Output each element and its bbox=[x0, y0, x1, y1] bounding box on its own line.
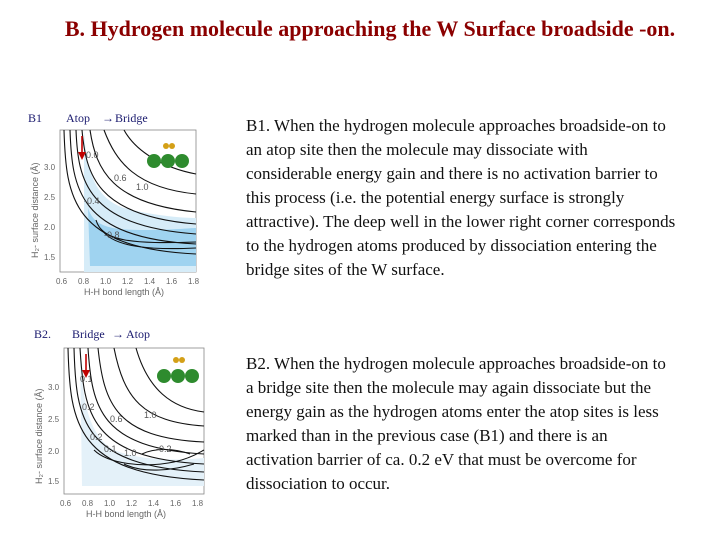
b1-xtick: 1.4 bbox=[144, 277, 156, 286]
b1-contour-label: -0.8 bbox=[104, 230, 120, 240]
b1-surface-atoms bbox=[147, 143, 189, 168]
b2-xtick: 1.6 bbox=[170, 499, 182, 508]
b2-approach-arrowhead bbox=[82, 370, 90, 378]
b1-xtick: 0.6 bbox=[56, 277, 68, 286]
b2-well-light bbox=[80, 348, 204, 486]
b2-contour-label: 1.0 bbox=[144, 410, 157, 420]
b2-tag: B2. bbox=[34, 327, 51, 341]
b2-surface-atoms bbox=[157, 357, 199, 383]
b2-ylabel: H₂- surface distance (Å) bbox=[34, 388, 44, 484]
b2-xtick: 1.2 bbox=[126, 499, 138, 508]
b2-xtick: 1.4 bbox=[148, 499, 160, 508]
b1-xtick: 1.0 bbox=[100, 277, 112, 286]
b2-xtick: 1.8 bbox=[192, 499, 204, 508]
b1-from: Atop bbox=[66, 111, 90, 125]
b1-xtick: 1.2 bbox=[122, 277, 134, 286]
b1-to: Bridge bbox=[115, 111, 148, 125]
b1-contour-label: 0.0 bbox=[86, 150, 99, 160]
b1-tag: B1 bbox=[28, 111, 42, 125]
b1-contour-label: -0.4 bbox=[84, 196, 100, 206]
b2-xtick: 0.8 bbox=[82, 499, 94, 508]
b2-contour-label: -0.2 bbox=[156, 444, 172, 454]
b1-ytick: 2.5 bbox=[44, 193, 56, 202]
b2-contour-label: 0.2 bbox=[90, 432, 103, 442]
page-title: B. Hydrogen molecule approaching the W S… bbox=[64, 16, 676, 41]
b1-xtick: 0.8 bbox=[78, 277, 90, 286]
b2-ytick: 1.5 bbox=[48, 477, 60, 486]
b1-ytick: 2.0 bbox=[44, 223, 56, 232]
b2-contours bbox=[67, 347, 205, 481]
b1-ytick: 1.5 bbox=[44, 253, 56, 262]
b2-contour-label: 0.6 bbox=[110, 414, 123, 424]
b2-arrow: → bbox=[112, 327, 124, 341]
b2-xtick: 1.0 bbox=[104, 499, 116, 508]
paragraph-b1: B1. When the hydrogen molecule approache… bbox=[246, 116, 676, 279]
b1-arrow: → bbox=[102, 111, 114, 125]
figure-b2: B2. Bridge → Atop 0.1 0.2 0.6 1.0 0.2 0.… bbox=[24, 324, 224, 520]
b2-ytick: 3.0 bbox=[48, 383, 60, 392]
b2-ytick: 2.0 bbox=[48, 447, 60, 456]
b2-to: Atop bbox=[126, 327, 150, 341]
b1-xlabel: H-H bond length (Å) bbox=[84, 287, 164, 297]
b2-contour-label: 1.0 bbox=[124, 448, 137, 458]
paragraph-b2: B2. When the hydrogen molecule approache… bbox=[246, 354, 666, 493]
b2-xlabel: H-H bond length (Å) bbox=[86, 509, 166, 519]
b2-contour-label: 0.1 bbox=[104, 444, 117, 454]
b2-ytick: 2.5 bbox=[48, 415, 60, 424]
pes-plot-b2: B2. Bridge → Atop 0.1 0.2 0.6 1.0 0.2 0.… bbox=[34, 327, 205, 519]
pes-plot-b1: B1 Atop → Bridge 0.0 0.6 1.0 -0.4 -0.8 bbox=[28, 111, 200, 297]
b1-ylabel: H₂- surface distance (Å) bbox=[30, 162, 40, 258]
b1-xtick: 1.8 bbox=[188, 277, 200, 286]
figure-b1: B1 Atop → Bridge 0.0 0.6 1.0 -0.4 -0.8 bbox=[24, 108, 224, 298]
b1-contour-label: 0.6 bbox=[114, 173, 127, 183]
b1-contour-label: 1.0 bbox=[136, 182, 149, 192]
b2-xtick: 0.6 bbox=[60, 499, 72, 508]
b1-xtick: 1.6 bbox=[166, 277, 178, 286]
b2-contour-label: 0.1 bbox=[80, 374, 93, 384]
b2-contour-label: 0.2 bbox=[82, 402, 95, 412]
b2-from: Bridge bbox=[72, 327, 105, 341]
b1-approach-arrowhead bbox=[78, 152, 86, 160]
b1-ytick: 3.0 bbox=[44, 163, 56, 172]
